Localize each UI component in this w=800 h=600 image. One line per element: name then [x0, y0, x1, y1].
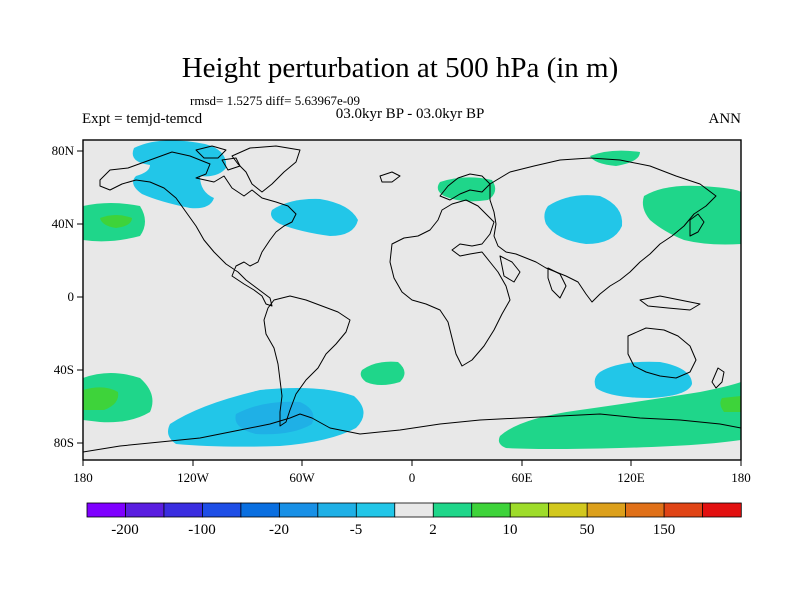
coastline-arabia-india	[499, 255, 567, 299]
x-tick-label: 120W	[177, 470, 210, 485]
anomaly-region-blue	[271, 198, 358, 236]
colorbar-swatch	[125, 502, 165, 518]
coastline-arctic-islands	[195, 145, 241, 171]
anomaly-region-green	[720, 396, 741, 412]
anomaly-region-teal	[642, 185, 741, 245]
colorbar-label: -100	[188, 522, 216, 538]
y-tick-label: 40S	[54, 362, 74, 377]
colorbar-label: 150	[653, 522, 676, 538]
stats-label: rmsd= 1.5275 diff= 5.63967e-09	[190, 93, 361, 108]
coastline-new-zealand	[711, 367, 725, 389]
colorbar-swatch	[394, 502, 434, 518]
colorbar-label: 10	[503, 522, 518, 538]
y-tick-labels: 80N 40N 0 40S 80S	[52, 143, 75, 450]
colorbar-labels: -200 -100 -20 -5 2 10 50 150	[111, 522, 675, 538]
coastline-japan	[639, 213, 705, 311]
axis-ticks	[77, 150, 742, 466]
map-title: Height perturbation at 500 hPa (in m)	[181, 52, 619, 84]
period-label: 03.0kyr BP - 03.0kyr BP	[335, 106, 485, 122]
colorbar-swatch	[355, 502, 396, 518]
anomaly-region-teal	[437, 177, 496, 202]
y-tick-label: 0	[68, 289, 75, 304]
colorbar-label: 50	[580, 522, 595, 538]
colorbar	[86, 502, 742, 518]
colorbar-swatch	[163, 502, 204, 518]
x-tick-labels: 180 120W 60W 0 60E 120E 180	[73, 470, 751, 485]
anomaly-region-green	[83, 387, 119, 410]
experiment-label: Expt = temjd-temcd	[82, 111, 203, 127]
y-tick-label: 40N	[52, 216, 75, 231]
x-tick-label: 60E	[512, 470, 533, 485]
colorbar-swatch	[586, 502, 627, 518]
colorbar-swatch	[86, 502, 127, 518]
colorbar-label: 2	[429, 522, 437, 538]
colorbar-label: -20	[269, 522, 289, 538]
anomaly-region-green	[100, 215, 132, 228]
colorbar-swatch	[548, 502, 588, 518]
colorbar-swatch	[509, 502, 550, 518]
coastline-europe-africa	[389, 199, 511, 367]
colorbar-swatch	[278, 502, 319, 518]
colorbar-swatch	[471, 502, 511, 518]
colorbar-swatch	[240, 502, 281, 518]
x-tick-label: 60W	[289, 470, 315, 485]
coastline-greenland	[231, 145, 301, 193]
coastline-antarctica	[83, 413, 741, 453]
colorbar-swatch	[432, 502, 473, 518]
anomaly-region-blue	[544, 195, 623, 244]
x-tick-label: 120E	[617, 470, 645, 485]
coastline-south-america	[263, 295, 351, 427]
colorbar-swatch	[663, 502, 704, 518]
colorbar-swatch	[702, 502, 742, 518]
coastline-asia	[489, 157, 717, 303]
anomaly-region-teal	[590, 150, 640, 166]
y-tick-label: 80N	[52, 143, 75, 158]
anomaly-region-teal	[360, 361, 405, 385]
anomaly-region-mid-blue	[235, 401, 314, 435]
coastline-australia	[627, 327, 697, 379]
colorbar-label: -200	[111, 522, 139, 538]
x-tick-label: 0	[409, 470, 416, 485]
y-tick-label: 80S	[54, 435, 74, 450]
anomaly-region-blue	[594, 361, 692, 398]
colorbar-swatch	[625, 502, 665, 518]
colorbar-label: -5	[350, 522, 363, 538]
x-tick-label: 180	[73, 470, 93, 485]
colorbar-swatch	[317, 502, 357, 518]
colorbar-swatch	[202, 502, 242, 518]
x-tick-label: 180	[731, 470, 751, 485]
coastline-north-america	[99, 151, 297, 307]
coastlines	[83, 145, 741, 453]
season-label: ANN	[708, 111, 742, 127]
